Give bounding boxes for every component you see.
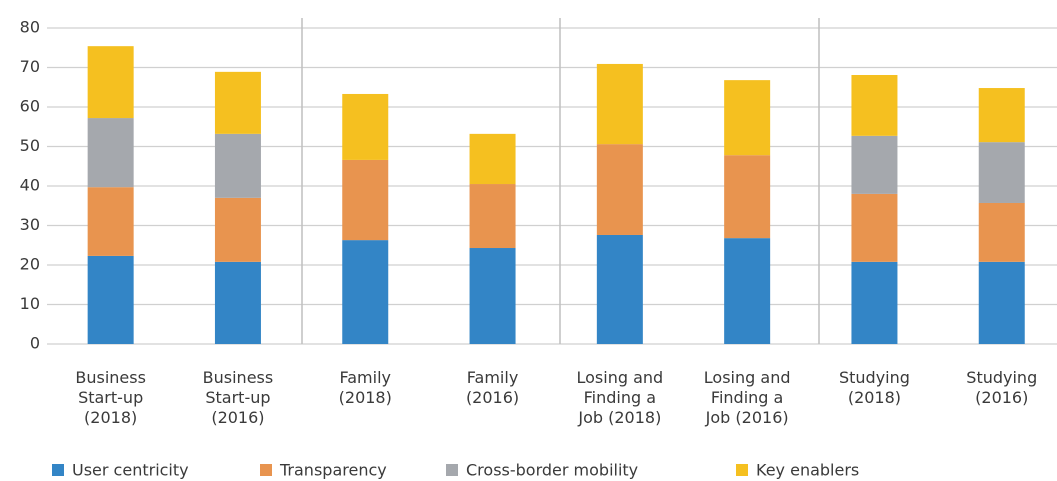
bar-segment bbox=[342, 93, 389, 160]
bar-segment bbox=[342, 159, 389, 241]
bar-segment bbox=[342, 240, 389, 344]
bar-segment bbox=[87, 255, 134, 344]
bar-segment bbox=[214, 71, 261, 134]
bar-segment bbox=[724, 238, 771, 344]
x-tick-label: Studying (2018) bbox=[838, 368, 910, 407]
bar-segment bbox=[978, 142, 1025, 203]
y-tick-label: 10 bbox=[20, 294, 40, 313]
bar-segment bbox=[214, 197, 261, 262]
y-tick-label: 80 bbox=[20, 18, 40, 37]
legend-label: Cross-border mobility bbox=[466, 461, 638, 480]
bar-segment bbox=[214, 133, 261, 198]
legend-swatch bbox=[446, 464, 458, 476]
legend-label: Key enablers bbox=[756, 461, 859, 480]
x-tick-label: Losing and Finding a Job (2016) bbox=[703, 368, 791, 427]
x-tick-label: Family (2016) bbox=[465, 368, 520, 407]
x-tick-label: Losing and Finding a Job (2018) bbox=[576, 368, 664, 427]
bar-segment bbox=[596, 144, 643, 235]
y-tick-label: 30 bbox=[20, 215, 40, 234]
legend-swatch bbox=[260, 464, 272, 476]
bar-segment bbox=[978, 261, 1025, 344]
bar-segment bbox=[724, 80, 771, 156]
bar-segment bbox=[596, 63, 643, 145]
y-tick-label: 70 bbox=[20, 57, 40, 76]
bar-segment bbox=[469, 133, 516, 185]
bar-segment bbox=[724, 155, 771, 239]
bar-segment bbox=[214, 261, 261, 344]
x-tick-label: Business Start-up (2018) bbox=[75, 368, 146, 427]
bar-segment bbox=[851, 261, 898, 344]
x-tick-label: Studying (2016) bbox=[966, 368, 1038, 407]
x-tick-label: Business Start-up (2016) bbox=[202, 368, 274, 427]
y-tick-label: 0 bbox=[30, 334, 40, 353]
y-tick-label: 20 bbox=[20, 255, 40, 274]
y-tick-label: 50 bbox=[20, 136, 40, 155]
bar-segment bbox=[87, 187, 134, 256]
bar-segment bbox=[87, 118, 134, 188]
legend-label: Transparency bbox=[279, 461, 387, 480]
bar-segment bbox=[596, 234, 643, 344]
bar-segment bbox=[978, 88, 1025, 143]
bar-segment bbox=[978, 202, 1025, 262]
bar-segment bbox=[851, 75, 898, 136]
bar-segment bbox=[87, 46, 134, 119]
y-tick-label: 60 bbox=[20, 97, 40, 116]
bar-segment bbox=[469, 184, 516, 249]
x-tick-label: Family (2018) bbox=[338, 368, 392, 407]
legend-swatch bbox=[52, 464, 64, 476]
legend-swatch bbox=[736, 464, 748, 476]
bar-segment bbox=[851, 135, 898, 194]
bar-segment bbox=[851, 193, 898, 262]
y-tick-label: 40 bbox=[20, 176, 40, 195]
legend-label: User centricity bbox=[72, 461, 189, 480]
bar-segment bbox=[469, 248, 516, 344]
